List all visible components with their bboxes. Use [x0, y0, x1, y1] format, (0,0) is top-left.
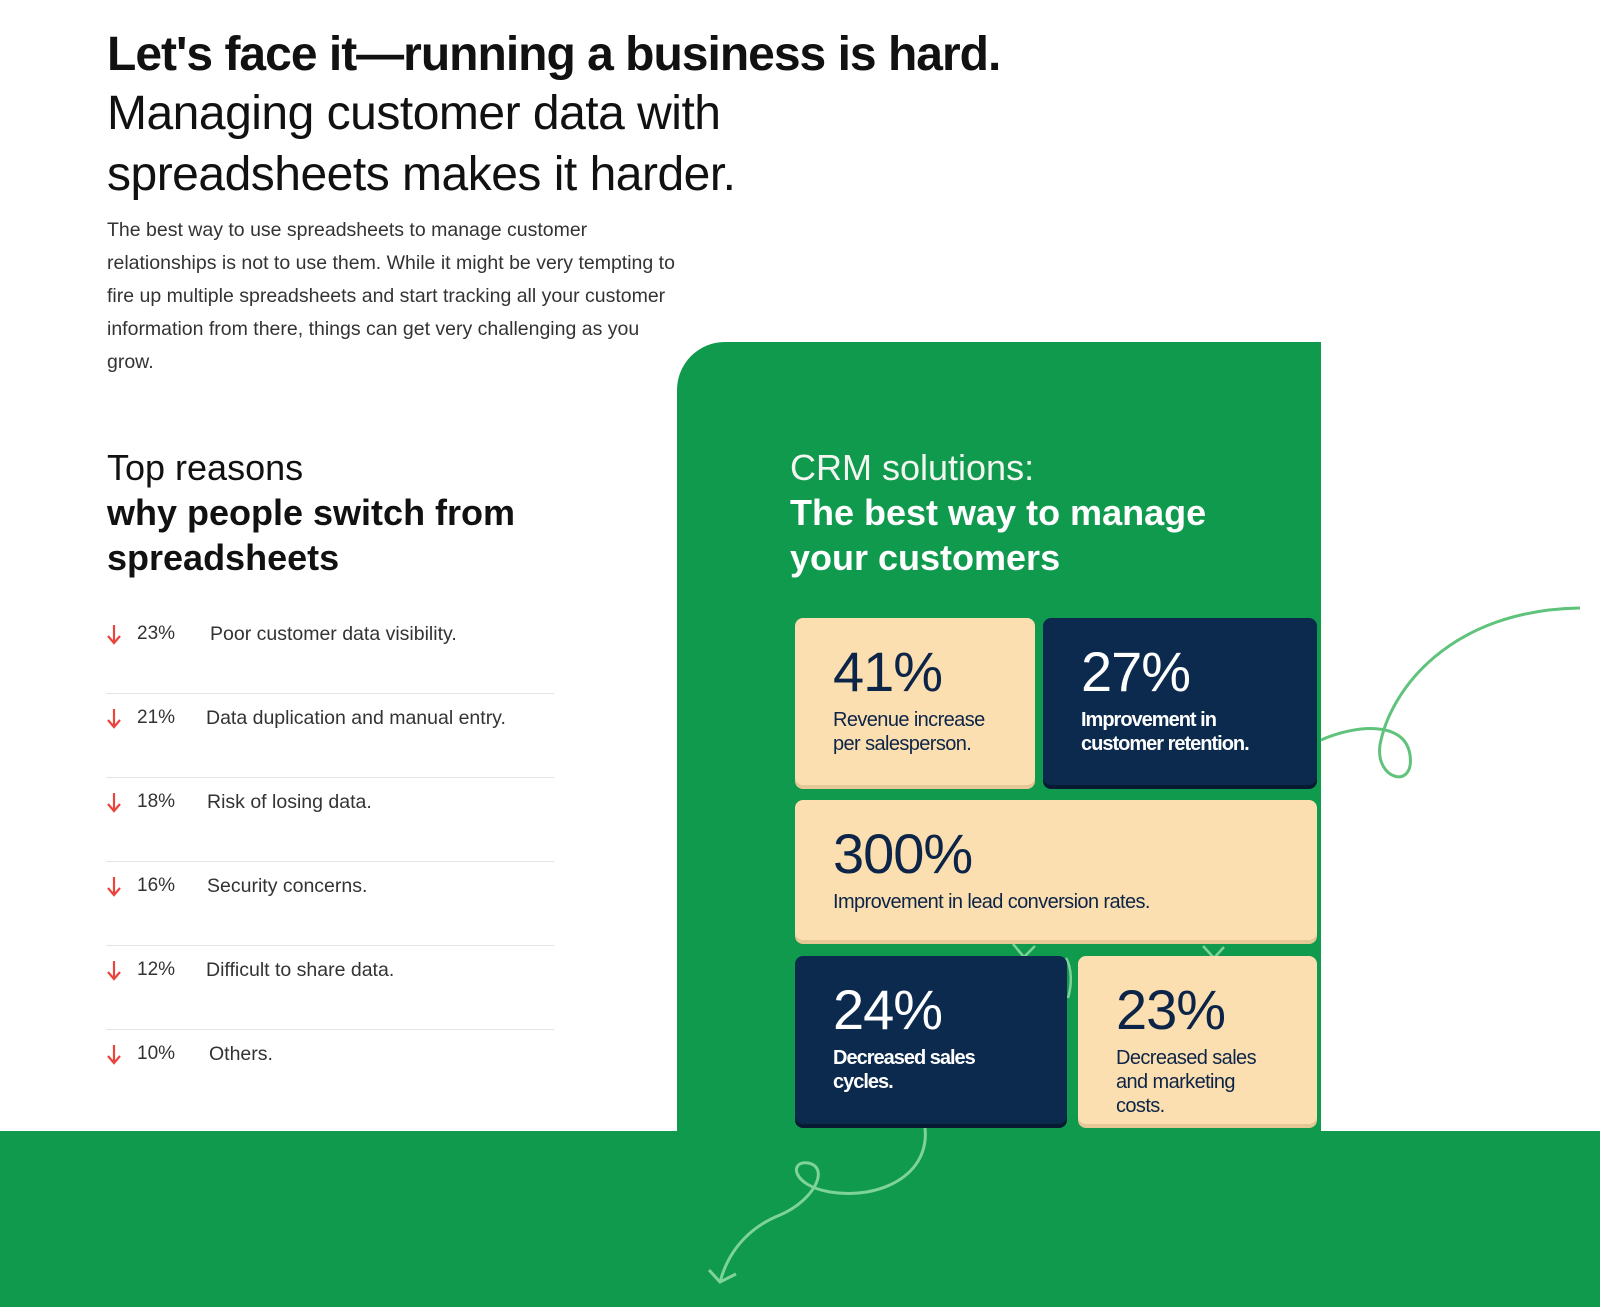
stat-label: Revenue increase per salesperson. [833, 709, 985, 755]
reasons-heading: Top reasons why people switch from sprea… [107, 445, 587, 580]
reason-item: 18% Risk of losing data. [106, 778, 554, 862]
reason-label: Risk of losing data. [207, 791, 372, 813]
reason-percent: 21% [137, 707, 176, 728]
reason-item: 16% Security concerns. [106, 862, 554, 946]
intro-paragraph: The best way to use spreadsheets to mana… [107, 219, 675, 373]
stat-label: Improvement in customer retention. [1081, 709, 1250, 755]
reason-item: 12% Difficult to share data. [106, 946, 554, 1030]
crm-heading: CRM solutions: The best way to manage yo… [790, 445, 1290, 580]
decorative-loop-right [1320, 606, 1581, 779]
reasons-heading-line1: Top reasons [107, 447, 304, 488]
reason-label: Security concerns. [207, 875, 368, 897]
reason-label: Poor customer data visibility. [210, 623, 457, 645]
headline-block: Let's face it—running a business is hard… [107, 26, 1157, 206]
reason-percent: 18% [137, 791, 176, 812]
stat-card-retention: 27% Improvement in customer retention. [1043, 618, 1317, 785]
reason-item: 10% Others. [106, 1030, 554, 1114]
arrow-down-icon [107, 793, 121, 813]
stat-card-sales-cycles: 24% Decreased sales cycles. [795, 956, 1067, 1124]
reason-label: Others. [209, 1043, 273, 1065]
stat-value: 300% [833, 822, 973, 885]
reason-percent: 10% [137, 1043, 176, 1064]
reason-percent: 12% [137, 959, 176, 980]
stat-label: Decreased sales cycles. [833, 1047, 976, 1093]
reason-item: 23% Poor customer data visibility. [106, 610, 554, 694]
reasons-heading-line2: why people switch from spreadsheets [107, 492, 516, 578]
headline-subtitle: Managing customer data with spreadsheets… [107, 86, 736, 201]
content-panel-corner [0, 1040, 677, 1131]
stat-value: 24% [833, 978, 943, 1041]
stat-card-lead-conversion: 300% Improvement in lead conversion rate… [795, 800, 1317, 940]
reason-percent: 23% [137, 623, 176, 644]
arrow-down-icon [107, 877, 121, 897]
reasons-list: 23% Poor customer data visibility. 21% D… [106, 610, 554, 1114]
green-footer-band [0, 1131, 1600, 1307]
crm-heading-line2: The best way to manage your customers [790, 492, 1207, 578]
headline-title: Let's face it—running a business is hard… [107, 28, 1001, 81]
stat-card-costs: 23% Decreased sales and marketing costs. [1078, 956, 1317, 1124]
stat-card-revenue: 41% Revenue increase per salesperson. [795, 618, 1035, 785]
arrow-down-icon [107, 961, 121, 981]
stat-value: 41% [833, 640, 943, 703]
stat-label: Decreased sales and marketing costs. [1116, 1047, 1257, 1117]
reason-label: Difficult to share data. [206, 959, 395, 981]
arrow-down-icon [107, 1045, 121, 1065]
reason-item: 21% Data duplication and manual entry. [106, 694, 554, 778]
stat-label: Improvement in lead conversion rates. [833, 891, 1150, 913]
arrow-down-icon [107, 625, 121, 645]
stat-value: 27% [1081, 640, 1191, 703]
arrow-down-icon [107, 709, 121, 729]
reason-percent: 16% [137, 875, 176, 896]
reason-label: Data duplication and manual entry. [206, 707, 506, 729]
crm-heading-line1: CRM solutions: [790, 447, 1035, 488]
stat-value: 23% [1116, 978, 1226, 1041]
